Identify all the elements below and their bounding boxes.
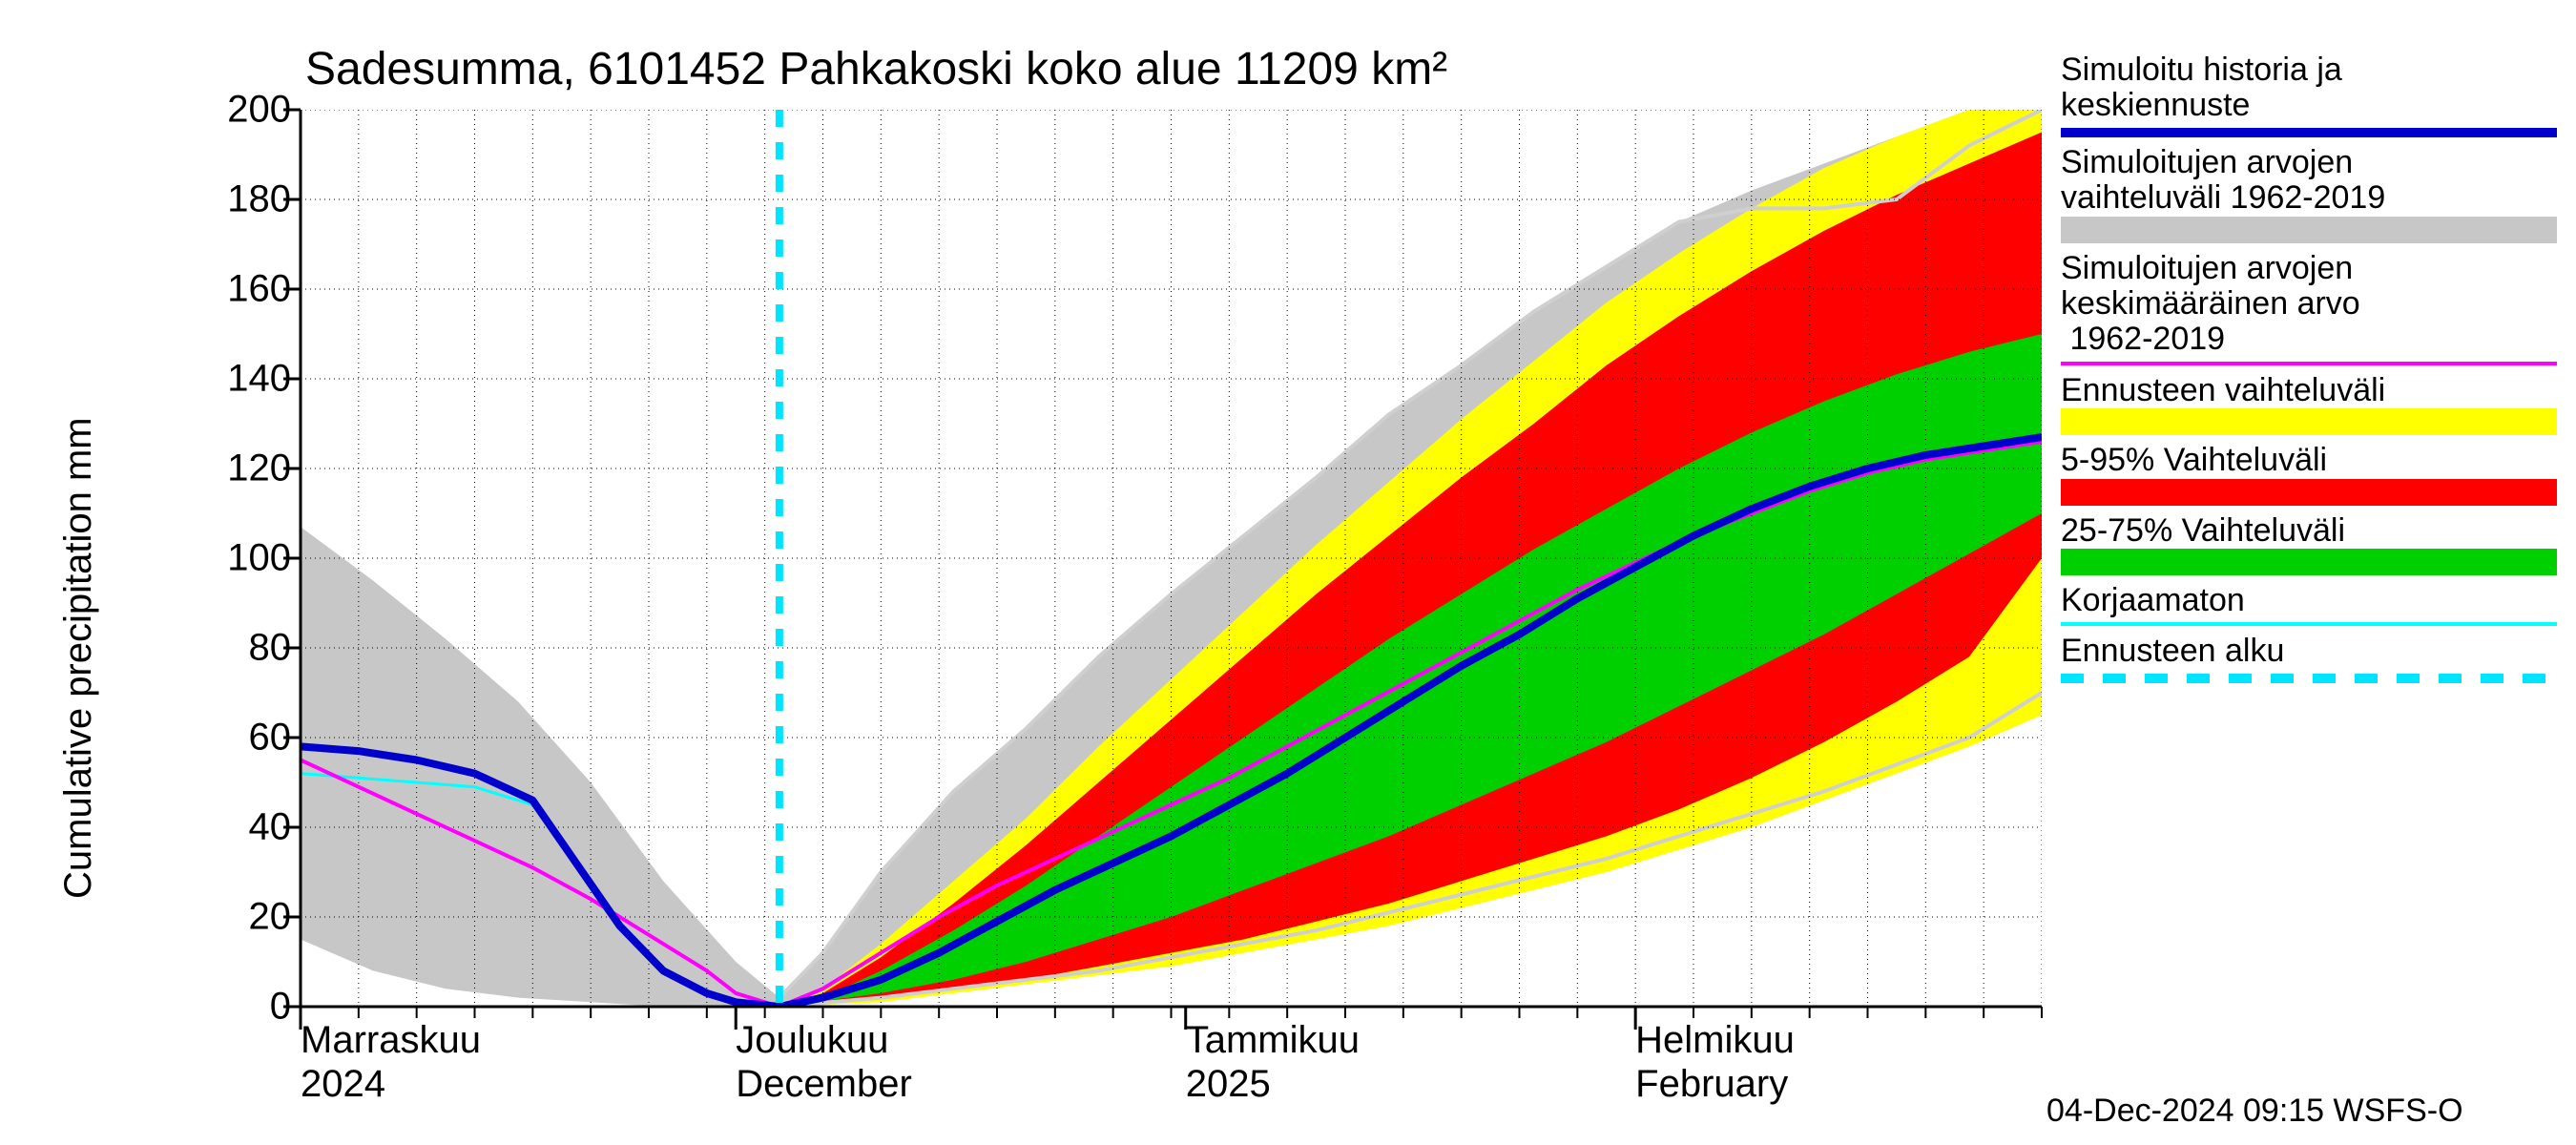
legend-item: Simuloitu historia ja keskiennuste bbox=[2061, 52, 2557, 137]
legend-label: Simuloitu historia ja keskiennuste bbox=[2061, 52, 2557, 124]
legend-swatch bbox=[2061, 549, 2557, 575]
legend-swatch bbox=[2061, 408, 2557, 435]
legend-item: Ennusteen vaihteluväli bbox=[2061, 373, 2557, 435]
legend-item: 25-75% Vaihteluväli bbox=[2061, 513, 2557, 575]
chart-container: Sadesumma, 6101452 Pahkakoski koko alue … bbox=[0, 0, 2576, 1145]
legend-item: Simuloitujen arvojen keskimääräinen arvo… bbox=[2061, 251, 2557, 365]
legend-label: 25-75% Vaihteluväli bbox=[2061, 513, 2557, 549]
legend-item: Korjaamaton bbox=[2061, 583, 2557, 626]
legend-label: 5-95% Vaihteluväli bbox=[2061, 443, 2557, 478]
legend-item: Simuloitujen arvojen vaihteluväli 1962-2… bbox=[2061, 145, 2557, 243]
legend-swatch bbox=[2061, 674, 2557, 683]
legend-swatch bbox=[2061, 362, 2557, 365]
legend-label: Simuloitujen arvojen keskimääräinen arvo… bbox=[2061, 251, 2557, 358]
legend-label: Ennusteen alku bbox=[2061, 634, 2557, 669]
legend-item: Ennusteen alku bbox=[2061, 634, 2557, 682]
legend-label: Korjaamaton bbox=[2061, 583, 2557, 618]
legend-label: Simuloitujen arvojen vaihteluväli 1962-2… bbox=[2061, 145, 2557, 217]
legend-swatch bbox=[2061, 217, 2557, 243]
legend: Simuloitu historia ja keskiennuste Simulo… bbox=[2061, 52, 2557, 691]
legend-swatch bbox=[2061, 479, 2557, 506]
legend-item: 5-95% Vaihteluväli bbox=[2061, 443, 2557, 505]
legend-swatch bbox=[2061, 622, 2557, 626]
legend-label: Ennusteen vaihteluväli bbox=[2061, 373, 2557, 408]
legend-swatch bbox=[2061, 128, 2557, 137]
timestamp-label: 04-Dec-2024 09:15 WSFS-O bbox=[2046, 1093, 2463, 1130]
